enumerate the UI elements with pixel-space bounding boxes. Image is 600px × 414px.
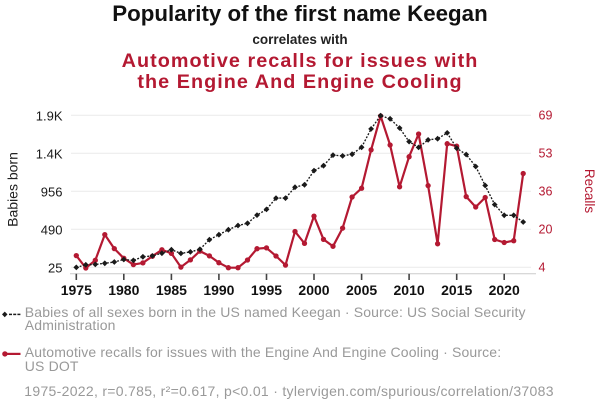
svg-text:1.4K: 1.4K — [36, 146, 63, 161]
svg-text:20: 20 — [539, 223, 553, 237]
svg-text:1995: 1995 — [251, 282, 282, 298]
svg-text:Babies born: Babies born — [4, 152, 20, 227]
svg-text:1990: 1990 — [203, 282, 234, 298]
svg-text:4: 4 — [539, 261, 546, 275]
svg-text:69: 69 — [539, 109, 553, 123]
svg-text:1980: 1980 — [108, 282, 139, 298]
svg-text:1985: 1985 — [156, 282, 187, 298]
svg-text:1975: 1975 — [61, 282, 92, 298]
svg-text:36: 36 — [539, 185, 553, 199]
svg-text:25: 25 — [48, 261, 62, 276]
svg-text:490: 490 — [41, 223, 63, 238]
svg-text:2015: 2015 — [441, 282, 472, 298]
svg-text:2010: 2010 — [394, 282, 425, 298]
svg-text:1.9K: 1.9K — [36, 108, 63, 123]
svg-text:956: 956 — [41, 184, 63, 199]
svg-text:2005: 2005 — [346, 282, 377, 298]
svg-text:53: 53 — [539, 147, 553, 161]
svg-text:2000: 2000 — [298, 282, 329, 298]
svg-text:Recalls: Recalls — [582, 169, 597, 214]
svg-text:2020: 2020 — [489, 282, 520, 298]
